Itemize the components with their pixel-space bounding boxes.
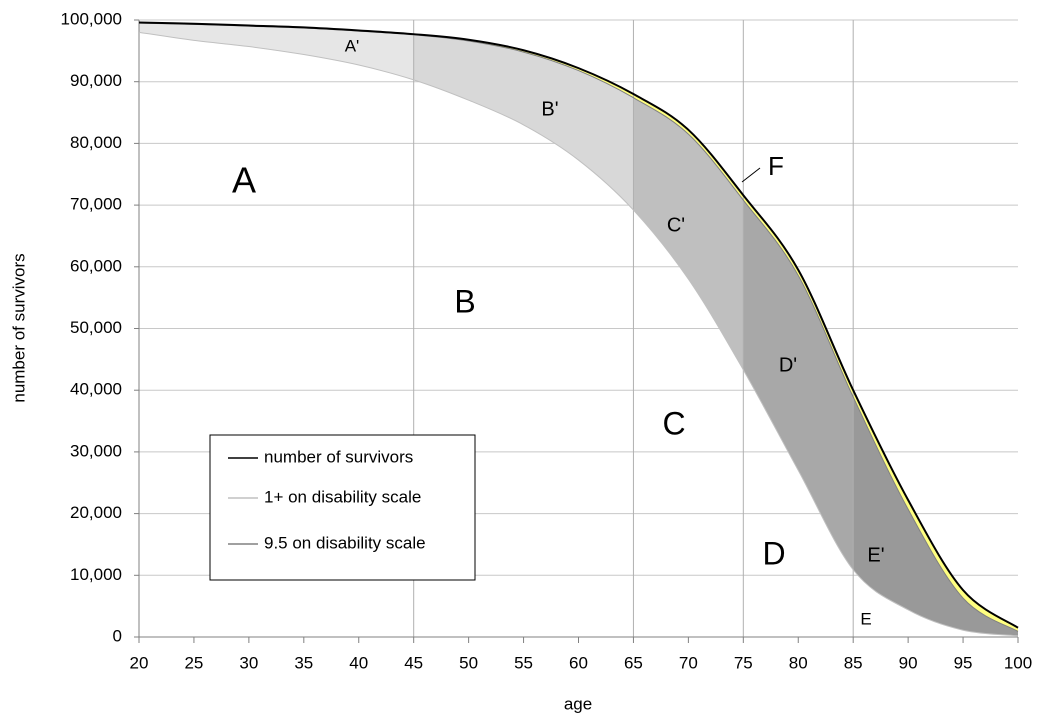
y-tick-label: 80,000 [70,133,122,152]
annotation: D' [779,354,797,376]
legend-label: 9.5 on disability scale [264,533,426,552]
annotation: F [768,151,784,181]
x-tick-label: 80 [789,653,808,672]
band-fill [853,396,1018,636]
annotation: B [454,283,475,319]
y-tick-label: 70,000 [70,195,122,214]
y-tick-label: 20,000 [70,503,122,522]
x-tick-label: 65 [624,653,643,672]
band-fill [633,97,744,370]
x-tick-label: 40 [349,653,368,672]
x-tick-label: 90 [899,653,918,672]
x-tick-label: 85 [844,653,863,672]
annotation-pointer [741,167,761,183]
x-tick-label: 50 [459,653,478,672]
y-tick-label: 40,000 [70,380,122,399]
x-tick-label: 100 [1004,653,1032,672]
y-tick-label: 50,000 [70,318,122,337]
annotation: C' [667,214,685,236]
legend-label: number of survivors [264,447,413,466]
x-tick-label: 35 [294,653,313,672]
x-tick-label: 55 [514,653,533,672]
y-tick-label: 30,000 [70,441,122,460]
annotation: E' [867,544,884,566]
series-line [138,21,1019,629]
legend-box [209,434,476,581]
y-axis-label: number of survivors [9,253,28,402]
annotation: C [662,405,685,441]
y-tick-label: 100,000 [61,9,122,28]
x-tick-label: 45 [404,653,423,672]
y-tick-label: 90,000 [70,71,122,90]
x-tick-label: 25 [184,653,203,672]
y-tick-label: 10,000 [70,565,122,584]
annotation: A [232,160,256,201]
x-tick-label: 60 [569,653,588,672]
series-line [138,31,1019,637]
band-fill [743,200,854,570]
x-tick-label: 95 [954,653,973,672]
annotation: B' [541,98,558,120]
x-tick-label: 75 [734,653,753,672]
annotation: A' [345,36,360,55]
x-tick-label: 20 [130,653,149,672]
x-tick-label: 30 [239,653,258,672]
annotation: D [762,535,785,571]
x-axis-label: age [564,694,592,713]
annotation: E [860,609,871,628]
band-fill [139,23,414,80]
x-tick-label: 70 [679,653,698,672]
legend-label: 1+ on disability scale [264,487,421,506]
y-tick-label: 60,000 [70,256,122,275]
band-fill [413,34,634,211]
y-tick-label: 0 [113,626,122,645]
